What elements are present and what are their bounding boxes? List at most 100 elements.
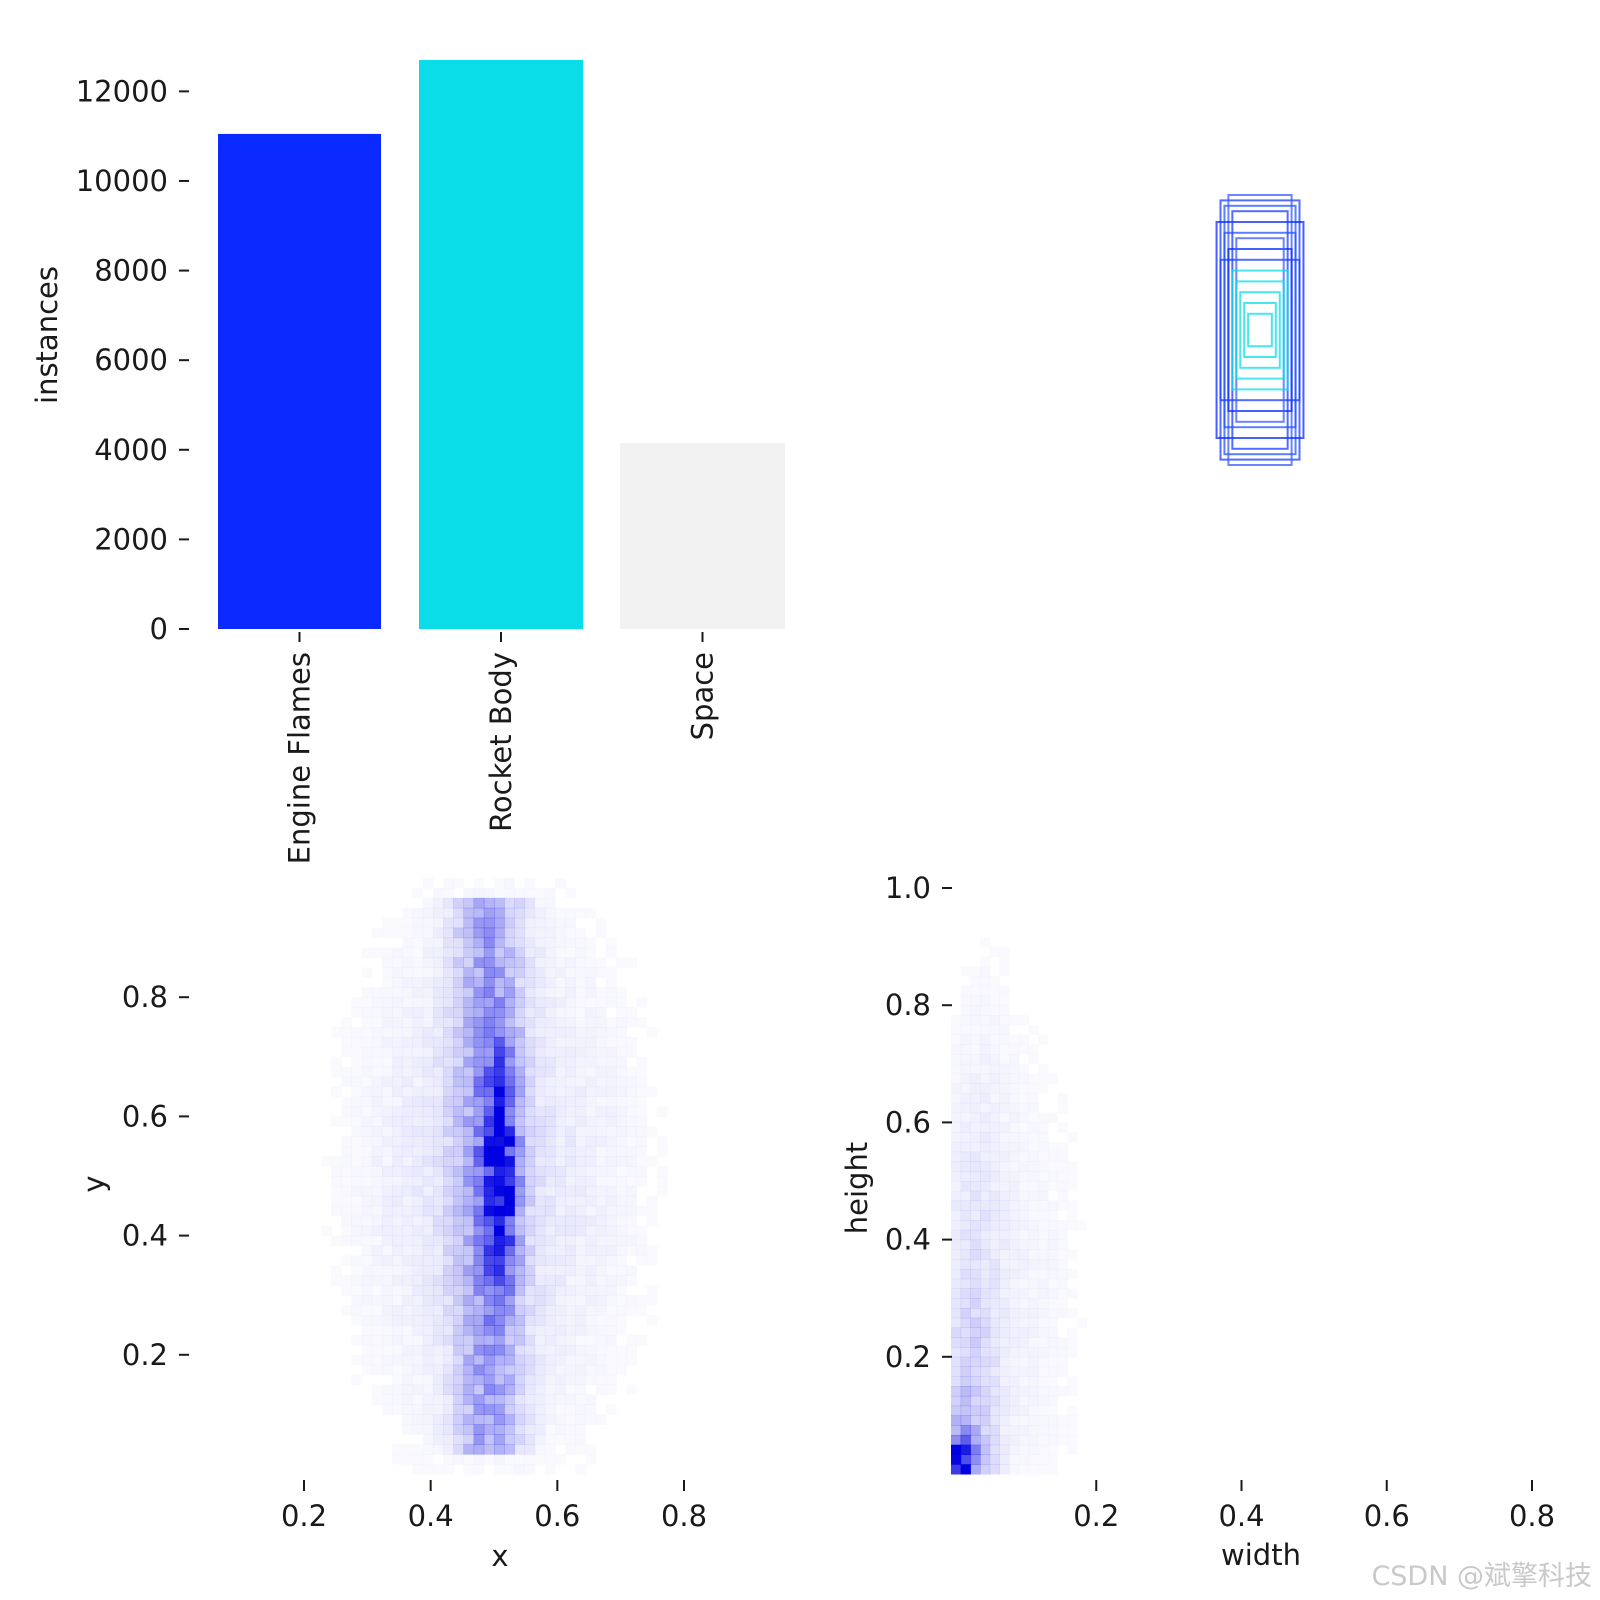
heat-cell [504,1444,515,1455]
heat-cell [413,997,424,1007]
heat-cell [524,1235,536,1247]
heat-cell [534,1354,546,1366]
heat-cell [524,1424,536,1435]
heat-cell [970,1151,981,1162]
heat-cell [524,1176,536,1187]
y-axis-label: instances [30,266,64,404]
heat-cell [1048,1298,1058,1308]
heat-cell [637,1176,648,1186]
heat-cell [980,1415,991,1426]
heat-cell [1048,1347,1058,1357]
heat-cell [999,1122,1010,1133]
heat-cell [555,1146,566,1157]
heat-cell [402,1285,414,1296]
heat-cell [453,1354,464,1366]
y-tick-label-1: 0.4 [122,1219,168,1253]
heat-cell [473,1384,485,1396]
heat-cell [990,1035,1000,1045]
heat-cell [463,1245,475,1256]
heat-cell [1009,1464,1019,1474]
heat-cell [1058,1171,1068,1181]
heat-cell [960,1259,971,1270]
heat-cell [1019,1161,1029,1171]
heat-cell [1028,1201,1038,1211]
bbox-10 [1235,280,1285,380]
heat-cell [1038,1278,1049,1289]
heat-cell [483,897,495,909]
heat-cell [605,1066,617,1078]
heat-cell [1009,1035,1019,1045]
heat-cell [575,1116,587,1127]
heat-cell [565,1335,576,1345]
heat-cell [402,1215,414,1227]
heat-cell [1028,1113,1038,1123]
heat-cell [1009,1132,1019,1142]
heat-cell [626,1295,637,1305]
heat-cell [606,1355,617,1365]
heat-cell [422,1146,434,1157]
heat-cell [432,1076,444,1088]
heat-cell [1028,1171,1038,1181]
heat-cell [412,1076,424,1088]
heat-cell [483,1027,495,1038]
heat-cell [483,1315,495,1326]
heat-cell [412,1176,424,1187]
heat-cell [596,928,607,938]
heat-cell [514,1126,526,1137]
heat-cell [402,1354,414,1366]
heat-cell [626,1106,637,1116]
y-tick-label-2: 0.6 [122,1099,168,1133]
heat-cell [999,1347,1010,1358]
heat-cell [575,1156,587,1167]
heat-cell [402,1106,414,1117]
heat-cell [514,1076,526,1088]
heat-cell [951,1210,962,1221]
heat-cell [443,1344,454,1356]
heat-cell [412,1106,424,1117]
heat-cell [453,1056,464,1068]
heat-cell [443,987,454,998]
heat-cell [423,1424,434,1434]
heat-cell [535,898,546,908]
heat-cell [1019,1152,1029,1162]
heat-cell [1019,1464,1029,1474]
heat-cell [1038,1190,1049,1202]
heat-cell [1048,1415,1058,1425]
heat-cell [1058,1347,1068,1357]
heat-cell [595,1007,607,1018]
heat-cell [980,1200,991,1211]
heat-cell [362,1146,373,1156]
bbox-3 [1215,221,1305,439]
heat-cell [494,1245,505,1256]
heat-cell [626,1196,637,1206]
heat-cell [575,1295,586,1305]
heat-cell [453,1265,464,1276]
heat-cell [504,1315,515,1326]
heat-cell [1038,1259,1049,1270]
heat-cell [412,977,424,988]
heat-cell [1067,1132,1077,1142]
heat-cell [494,1225,505,1237]
heat-cell [402,1156,414,1167]
heat-cell [473,1414,485,1425]
x-tick-label-0: 0.2 [1073,1499,1119,1533]
heat-cell [616,1086,627,1098]
heat-cell [596,967,607,977]
heat-cell [637,1226,648,1236]
heat-cell [494,1166,505,1177]
heat-cell [371,1225,383,1237]
heat-cell [402,1056,414,1068]
heat-cell [1019,1093,1029,1103]
heat-cell [637,1116,648,1126]
heat-cell [453,1344,464,1356]
heat-cell [596,1265,607,1275]
heat-cell [980,1044,991,1055]
heat-cell [1038,1347,1049,1358]
heat-cell [960,1132,971,1143]
heat-cell [960,1073,971,1084]
heat-cell [321,1156,332,1166]
heat-cell [544,1185,556,1197]
heat-cell [483,1434,495,1445]
heat-cell [545,1444,556,1454]
heat-cell [544,1374,556,1386]
